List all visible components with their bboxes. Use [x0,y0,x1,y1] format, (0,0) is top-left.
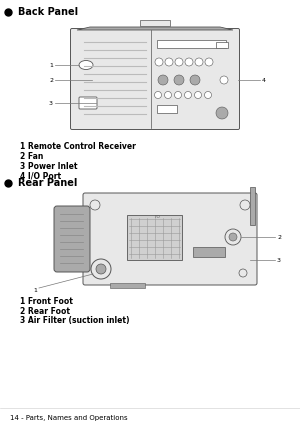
Circle shape [165,58,173,66]
Circle shape [175,91,182,99]
FancyBboxPatch shape [54,206,90,272]
Circle shape [205,91,212,99]
Ellipse shape [79,60,93,70]
Text: 2: 2 [49,77,53,82]
Circle shape [175,58,183,66]
Circle shape [174,75,184,85]
Bar [250,187,255,225]
Text: I/O: I/O [155,215,161,219]
Text: 4 I/O Port: 4 I/O Port [20,172,61,181]
Circle shape [225,229,241,245]
Text: 3: 3 [49,100,53,105]
FancyBboxPatch shape [83,193,257,285]
Text: 1: 1 [33,287,37,292]
Circle shape [190,75,200,85]
Bar [110,283,145,288]
Text: 2 Fan: 2 Fan [20,151,44,161]
Circle shape [90,200,100,210]
Bar [127,215,182,260]
Polygon shape [77,27,233,30]
Circle shape [194,91,202,99]
Text: 3 Air Filter (suction inlet): 3 Air Filter (suction inlet) [20,317,130,326]
Text: 1 Front Foot: 1 Front Foot [20,297,73,306]
Text: 14 - Parts, Names and Operations: 14 - Parts, Names and Operations [10,415,128,421]
Bar [157,40,226,48]
Text: Back Panel: Back Panel [18,7,78,17]
Circle shape [220,76,228,84]
Text: Rear Panel: Rear Panel [18,178,77,188]
Circle shape [155,58,163,66]
Bar [140,20,170,26]
FancyBboxPatch shape [70,28,239,130]
Bar [216,42,228,48]
Circle shape [154,91,161,99]
Text: 1: 1 [49,62,53,68]
Circle shape [96,264,106,274]
Text: 3: 3 [277,258,281,263]
Text: 3 Power Inlet: 3 Power Inlet [20,162,77,170]
Circle shape [184,91,191,99]
Text: 2 Rear Foot: 2 Rear Foot [20,306,70,315]
Bar [157,105,177,113]
Text: 2: 2 [277,235,281,240]
Circle shape [216,107,228,119]
Bar [193,247,225,257]
Text: 1 Remote Control Receiver: 1 Remote Control Receiver [20,142,136,150]
Circle shape [164,91,172,99]
Circle shape [195,58,203,66]
Circle shape [158,75,168,85]
Circle shape [185,58,193,66]
Text: 4: 4 [262,77,266,82]
Circle shape [239,269,247,277]
Circle shape [91,259,111,279]
FancyBboxPatch shape [79,97,97,109]
Circle shape [229,233,237,241]
Circle shape [240,200,250,210]
Circle shape [205,58,213,66]
